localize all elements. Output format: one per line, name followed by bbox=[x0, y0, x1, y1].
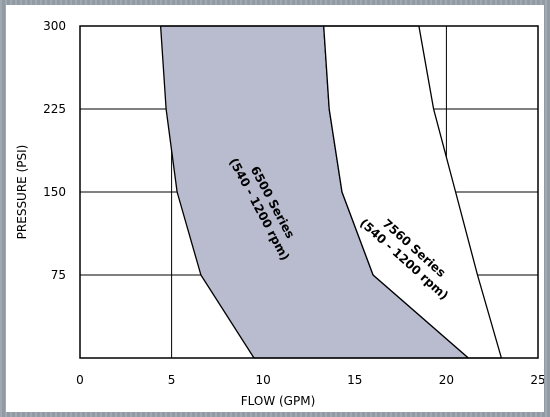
x-tick-labels: 0 5 10 15 20 25 bbox=[76, 373, 544, 387]
y-tick-label: 225 bbox=[43, 102, 66, 116]
x-tick-label: 25 bbox=[530, 373, 544, 387]
chart-panel: 0 5 10 15 20 25 75 150 225 300 FLOW (GPM) PRESSU… bbox=[6, 5, 544, 412]
flow-pressure-chart: 0 5 10 15 20 25 75 150 225 300 FLOW (GPM) PRESSU… bbox=[15, 19, 544, 408]
x-tick-label: 5 bbox=[168, 373, 176, 387]
x-axis-title: FLOW (GPM) bbox=[241, 394, 316, 408]
x-tick-label: 10 bbox=[256, 373, 271, 387]
y-tick-label: 75 bbox=[51, 268, 66, 282]
plot-frame bbox=[79, 25, 539, 359]
x-tick-label: 20 bbox=[439, 373, 454, 387]
y-tick-labels: 75 150 225 300 bbox=[43, 19, 66, 282]
y-axis-title: PRESSURE (PSI) bbox=[15, 145, 29, 240]
y-tick-label: 150 bbox=[43, 185, 66, 199]
x-tick-label: 0 bbox=[76, 373, 84, 387]
y-tick-label: 300 bbox=[43, 19, 66, 33]
series-areas bbox=[159, 25, 503, 359]
x-tick-label: 15 bbox=[347, 373, 362, 387]
